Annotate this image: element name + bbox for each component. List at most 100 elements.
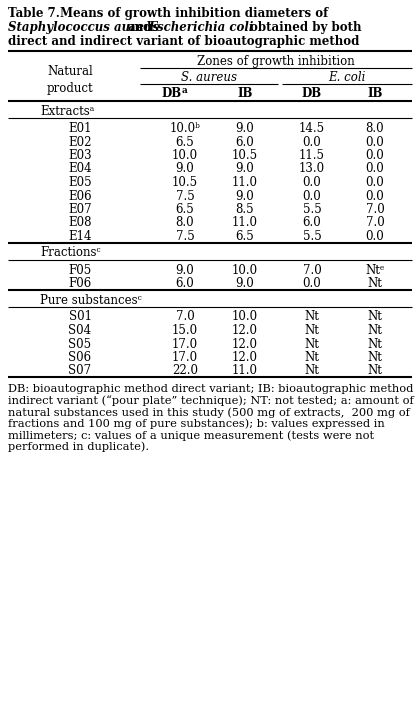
- Text: S07: S07: [68, 364, 92, 378]
- Text: E06: E06: [68, 190, 92, 202]
- Text: 11.5: 11.5: [299, 149, 325, 162]
- Text: Nt: Nt: [368, 364, 383, 378]
- Text: 12.0: 12.0: [232, 324, 258, 337]
- Text: Nt: Nt: [304, 324, 320, 337]
- Text: 14.5: 14.5: [299, 122, 325, 135]
- Text: 6.5: 6.5: [236, 230, 255, 243]
- Text: 10.0ᵇ: 10.0ᵇ: [170, 122, 200, 135]
- Text: DB: DB: [162, 87, 182, 100]
- Text: 8.0: 8.0: [366, 122, 384, 135]
- Text: Nt: Nt: [304, 351, 320, 364]
- Text: natural substances used in this study (500 mg of extracts,  200 mg of: natural substances used in this study (5…: [8, 407, 410, 417]
- Text: 5.5: 5.5: [303, 230, 321, 243]
- Text: Nt: Nt: [304, 364, 320, 378]
- Text: 0.0: 0.0: [303, 277, 321, 290]
- Text: F05: F05: [68, 263, 92, 276]
- Text: 7.0: 7.0: [366, 217, 384, 229]
- Text: 13.0: 13.0: [299, 163, 325, 175]
- Text: 6.0: 6.0: [176, 277, 194, 290]
- Text: 9.0: 9.0: [236, 190, 255, 202]
- Text: 7.5: 7.5: [176, 230, 194, 243]
- Text: 17.0: 17.0: [172, 337, 198, 351]
- Text: 12.0: 12.0: [232, 337, 258, 351]
- Text: Zones of growth inhibition: Zones of growth inhibition: [197, 55, 355, 68]
- Text: Pure substancesᶜ: Pure substancesᶜ: [40, 293, 142, 307]
- Text: Table 7.: Table 7.: [8, 7, 60, 20]
- Text: millimeters; c: values of a unique measurement (tests were not: millimeters; c: values of a unique measu…: [8, 430, 374, 441]
- Text: Natural
product: Natural product: [47, 65, 93, 95]
- Text: Means of growth inhibition diameters of: Means of growth inhibition diameters of: [60, 7, 328, 20]
- Text: 11.0: 11.0: [232, 217, 258, 229]
- Text: 7.5: 7.5: [176, 190, 194, 202]
- Text: E07: E07: [68, 203, 92, 216]
- Text: Staphylococcus aureus: Staphylococcus aureus: [8, 21, 159, 34]
- Text: E. coli: E. coli: [328, 71, 366, 84]
- Text: S06: S06: [68, 351, 92, 364]
- Text: 8.5: 8.5: [236, 203, 255, 216]
- Text: E01: E01: [68, 122, 92, 135]
- Text: 0.0: 0.0: [303, 136, 321, 148]
- Text: E08: E08: [68, 217, 92, 229]
- Text: Extractsᵃ: Extractsᵃ: [40, 105, 94, 118]
- Text: 8.0: 8.0: [176, 217, 194, 229]
- Text: S05: S05: [68, 337, 92, 351]
- Text: 7.0: 7.0: [176, 310, 194, 324]
- Text: 9.0: 9.0: [236, 122, 255, 135]
- Text: IB: IB: [368, 87, 383, 100]
- Text: E04: E04: [68, 163, 92, 175]
- Text: IB: IB: [237, 87, 253, 100]
- Text: 11.0: 11.0: [232, 176, 258, 189]
- Text: 22.0: 22.0: [172, 364, 198, 378]
- Text: Nt: Nt: [368, 351, 383, 364]
- Text: 5.5: 5.5: [303, 203, 321, 216]
- Text: 0.0: 0.0: [366, 176, 384, 189]
- Text: Fractionsᶜ: Fractionsᶜ: [40, 246, 101, 259]
- Text: Nt: Nt: [368, 310, 383, 324]
- Text: direct and indirect variant of bioautographic method: direct and indirect variant of bioautogr…: [8, 35, 360, 48]
- Text: 0.0: 0.0: [366, 190, 384, 202]
- Text: 12.0: 12.0: [232, 351, 258, 364]
- Text: 0.0: 0.0: [303, 176, 321, 189]
- Text: Nt: Nt: [368, 324, 383, 337]
- Text: Nt: Nt: [368, 277, 383, 290]
- Text: 9.0: 9.0: [236, 277, 255, 290]
- Text: 7.0: 7.0: [303, 263, 321, 276]
- Text: S04: S04: [68, 324, 92, 337]
- Text: fractions and 100 mg of pure substances); b: values expressed in: fractions and 100 mg of pure substances)…: [8, 418, 385, 429]
- Text: DB: bioautographic method direct variant; IB: bioautographic method: DB: bioautographic method direct variant…: [8, 384, 413, 394]
- Text: 6.0: 6.0: [303, 217, 321, 229]
- Text: S. aureus: S. aureus: [181, 71, 237, 84]
- Text: E02: E02: [68, 136, 92, 148]
- Text: Nt: Nt: [304, 310, 320, 324]
- Text: Escherichia coli: Escherichia coli: [148, 21, 253, 34]
- Text: E05: E05: [68, 176, 92, 189]
- Text: Nt: Nt: [368, 337, 383, 351]
- Text: 10.5: 10.5: [172, 176, 198, 189]
- Text: 0.0: 0.0: [366, 136, 384, 148]
- Text: 17.0: 17.0: [172, 351, 198, 364]
- Text: 6.0: 6.0: [236, 136, 255, 148]
- Text: 6.5: 6.5: [176, 203, 194, 216]
- Text: E14: E14: [68, 230, 92, 243]
- Text: 10.0: 10.0: [232, 263, 258, 276]
- Text: 0.0: 0.0: [366, 149, 384, 162]
- Text: 10.0: 10.0: [172, 149, 198, 162]
- Text: indirect variant (“pour plate” technique); NT: not tested; a: amount of: indirect variant (“pour plate” technique…: [8, 395, 414, 406]
- Text: 10.0: 10.0: [232, 310, 258, 324]
- Text: and: and: [127, 21, 151, 34]
- Text: performed in duplicate).: performed in duplicate).: [8, 442, 149, 452]
- Text: E03: E03: [68, 149, 92, 162]
- Text: 6.5: 6.5: [176, 136, 194, 148]
- Text: 11.0: 11.0: [232, 364, 258, 378]
- Text: Nt: Nt: [304, 337, 320, 351]
- Text: Ntᵉ: Ntᵉ: [365, 263, 385, 276]
- Text: 15.0: 15.0: [172, 324, 198, 337]
- Text: 0.0: 0.0: [366, 230, 384, 243]
- Text: F06: F06: [68, 277, 92, 290]
- Text: 7.0: 7.0: [366, 203, 384, 216]
- Text: S01: S01: [68, 310, 92, 324]
- Text: obtained by both: obtained by both: [250, 21, 362, 34]
- Text: 9.0: 9.0: [176, 163, 194, 175]
- Text: 9.0: 9.0: [176, 263, 194, 276]
- Text: DB: DB: [302, 87, 322, 100]
